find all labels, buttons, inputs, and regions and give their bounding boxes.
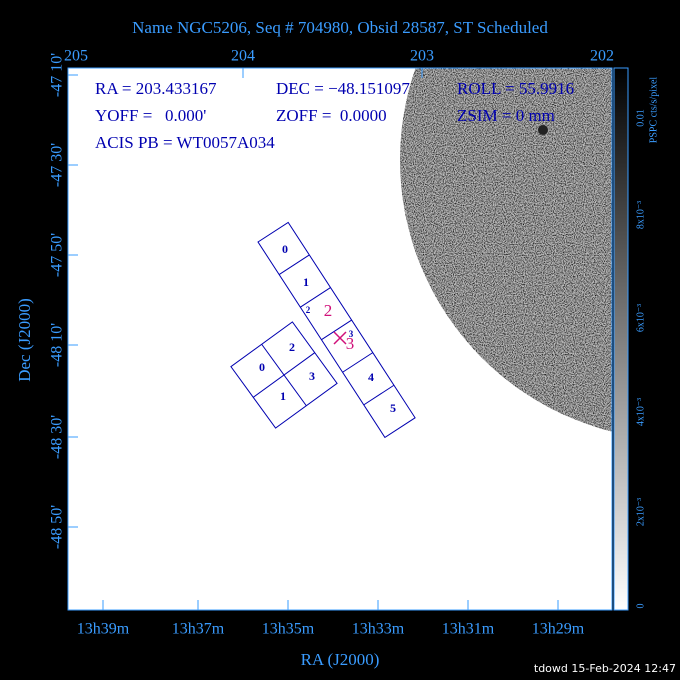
left-tick-label: -47 30' (49, 143, 66, 187)
colorbar-label: 4x10⁻³ (635, 398, 646, 426)
colorbar-label: 2x10⁻³ (635, 498, 646, 526)
info-ra: RA = 203.433167 (95, 79, 217, 98)
title: Name NGC5206, Seq # 704980, Obsid 28587,… (132, 18, 548, 37)
colorbar-label: 0 (635, 604, 646, 609)
left-tick-label: -48 30' (49, 415, 66, 459)
s-array (257, 221, 416, 439)
bottom-tick-label: 13h33m (352, 621, 405, 638)
colorbar-label: 0.01 (635, 109, 646, 127)
footer: tdowd 15-Feb-2024 12:47 (534, 662, 676, 675)
s-chip-label: 4 (368, 370, 374, 384)
bottom-tick-label: 13h29m (532, 621, 585, 638)
s-chip-label: 1 (303, 275, 309, 289)
left-tick-label: -48 10' (49, 323, 66, 367)
axis-ticks (68, 68, 559, 610)
info-zsim: ZSIM = 0 mm (457, 106, 555, 125)
s-chip-label: 2 (306, 305, 311, 315)
top-tick-label: 203 (410, 48, 434, 65)
s-chip-label: 0 (282, 242, 288, 256)
i-chip-label: 3 (309, 369, 315, 383)
top-tick-label: 205 (64, 48, 88, 65)
frame (67, 67, 613, 611)
i-chip-label: 0 (259, 360, 265, 374)
colorbar-label: 8x10⁻³ (635, 201, 646, 229)
aimpoint-label: 3 (346, 334, 355, 353)
i-chip-label: 1 (280, 389, 286, 403)
bottom-axis-title: RA (J2000) (301, 650, 380, 669)
left-tick-label: -47 10' (49, 53, 66, 97)
left-tick-label: -48 50' (49, 505, 66, 549)
colorbar-label: 6x10⁻³ (635, 304, 646, 332)
i-chip-label: 2 (289, 340, 295, 354)
info-dec: DEC = −48.151097 (276, 79, 410, 98)
top-tick-label: 204 (231, 48, 255, 65)
left-axis-title: Dec (J2000) (15, 298, 34, 382)
top-tick-label: 202 (590, 48, 614, 65)
bottom-tick-label: 13h35m (262, 621, 315, 638)
left-tick-label: -47 50' (49, 233, 66, 277)
colorbar-title: PSPC cts/s/pixel (648, 77, 659, 144)
info-acis-pb: ACIS PB = WT0057A034 (95, 133, 275, 152)
colorbar (613, 67, 629, 611)
info-yoff: YOFF = 0.000' (95, 106, 206, 125)
bottom-tick-label: 13h39m (77, 621, 130, 638)
aimpoint-marker (333, 331, 347, 345)
s-chip-label: 5 (390, 401, 396, 415)
bottom-tick-label: 13h31m (442, 621, 495, 638)
info-zoff: ZOFF = 0.0000 (276, 106, 387, 125)
bottom-tick-label: 13h37m (172, 621, 225, 638)
aimpoint-label: 2 (324, 301, 333, 320)
info-roll: ROLL = 55.9916 (457, 79, 574, 98)
i-array (230, 321, 338, 429)
s-chip-label: 3 (349, 329, 354, 339)
